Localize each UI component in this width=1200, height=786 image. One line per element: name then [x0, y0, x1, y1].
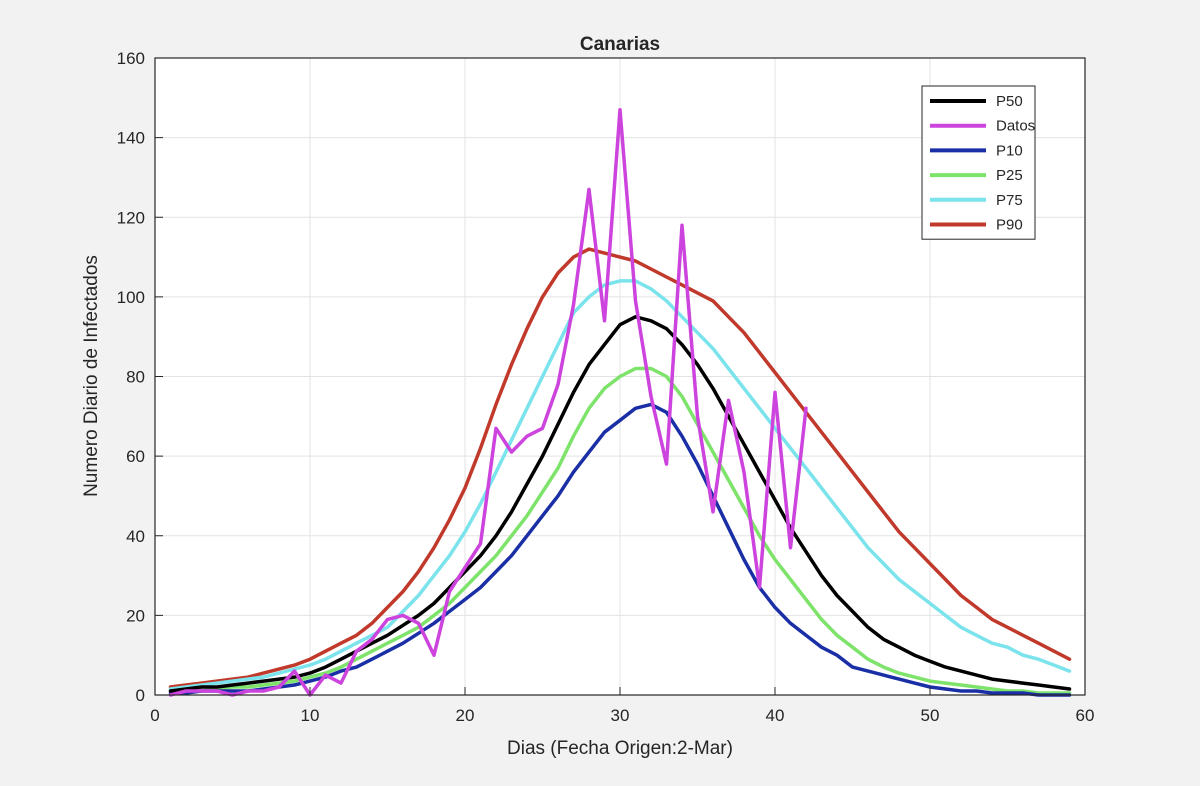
- series-line-datos: [168, 108, 808, 697]
- x-tick-label: 10: [301, 706, 320, 725]
- chart-title: Canarias: [580, 34, 660, 55]
- series-lines: [168, 108, 1072, 697]
- y-tick-label: 160: [117, 49, 145, 68]
- y-tick-label: 80: [126, 368, 145, 387]
- series-line-p75: [168, 279, 1072, 691]
- x-axis-label: Dias (Fecha Origen:2-Mar): [507, 738, 733, 759]
- series-line-p25: [168, 366, 1072, 695]
- y-tick-label: 0: [136, 686, 145, 705]
- y-tick-label: 40: [126, 527, 145, 546]
- legend-label: Datos: [996, 118, 1035, 135]
- axis-ticks: 0 10 20 30 40 50 60 0 20 40 60 80 100 120 140 160: [117, 49, 1095, 725]
- x-tick-label: 0: [150, 706, 159, 725]
- y-axis-label: Numero Diario de Infectados: [81, 255, 102, 497]
- legend: P50 Datos P10 P25 P75 P90: [921, 85, 1036, 240]
- x-tick-label: 40: [766, 706, 785, 725]
- y-tick-label: 120: [117, 208, 145, 227]
- legend-label: P90: [996, 217, 1023, 234]
- x-tick-label: 20: [456, 706, 475, 725]
- legend-label: P10: [996, 142, 1023, 159]
- series-line-p50: [168, 315, 1072, 693]
- x-tick-label: 30: [611, 706, 630, 725]
- series-line-p10: [168, 402, 1072, 697]
- y-tick-label: 20: [126, 606, 145, 625]
- y-tick-label: 140: [117, 129, 145, 148]
- y-tick-label: 100: [117, 288, 145, 307]
- legend-label: P25: [996, 167, 1023, 184]
- x-tick-label: 50: [921, 706, 940, 725]
- legend-label: P75: [996, 192, 1023, 209]
- series-line-p90: [168, 247, 1072, 689]
- legend-label: P50: [996, 93, 1023, 110]
- x-tick-label: 60: [1076, 706, 1095, 725]
- y-tick-label: 60: [126, 447, 145, 466]
- legend-box: [921, 85, 1036, 240]
